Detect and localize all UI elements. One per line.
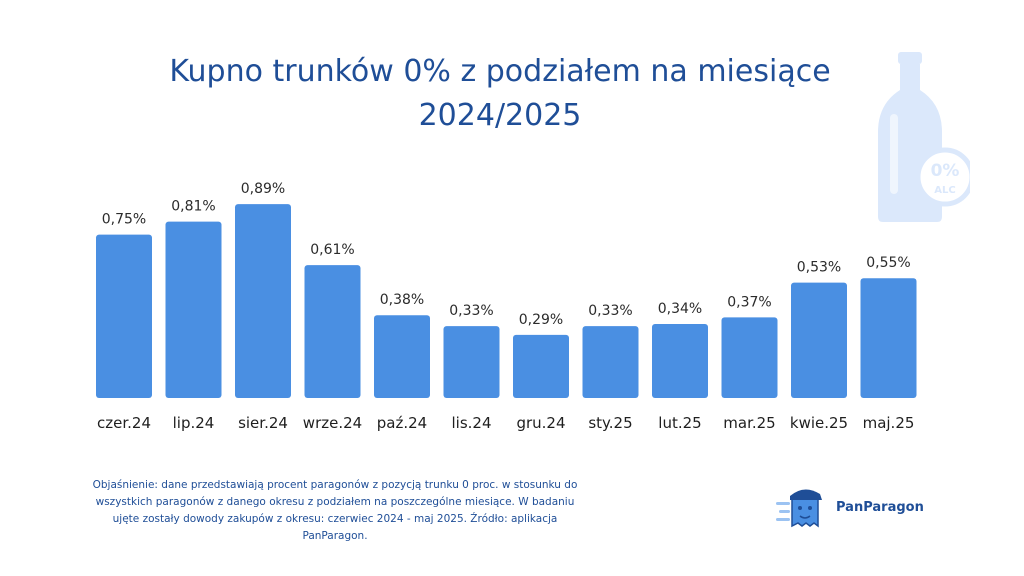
- value-label-gru.24: 0,29%: [519, 312, 563, 328]
- value-label-maj.25: 0,55%: [866, 255, 910, 271]
- value-label-sty.25: 0,33%: [588, 303, 632, 319]
- category-label-mar.25: mar.25: [723, 414, 775, 432]
- category-label-paź.24: paź.24: [377, 414, 427, 432]
- bar-sier.24: [235, 204, 291, 398]
- category-label-sty.25: sty.25: [588, 414, 632, 432]
- value-label-sier.24: 0,89%: [241, 181, 285, 197]
- category-label-lis.24: lis.24: [451, 414, 491, 432]
- bottle-badge-alc: ALC: [934, 185, 955, 196]
- bar-lis.24: [443, 326, 500, 398]
- category-label-gru.24: gru.24: [516, 414, 565, 432]
- value-label-lip.24: 0,81%: [171, 199, 215, 215]
- brand-name: PanParagon: [836, 500, 924, 515]
- category-label-maj.25: maj.25: [863, 414, 915, 432]
- category-label-lut.25: lut.25: [658, 414, 701, 432]
- value-label-wrze.24: 0,61%: [310, 242, 354, 258]
- bar-wrze.24: [304, 265, 361, 398]
- category-label-lip.24: lip.24: [173, 414, 215, 432]
- bar-lip.24: [165, 221, 222, 398]
- bar-kwie.25: [791, 282, 847, 398]
- chart-title: Kupno trunków 0% z podziałem na miesiące…: [0, 50, 1000, 138]
- value-label-czer.24: 0,75%: [102, 212, 146, 228]
- value-label-lut.25: 0,34%: [658, 301, 702, 317]
- footnote: Objaśnienie: dane przedstawiają procent …: [92, 479, 578, 542]
- value-label-mar.25: 0,37%: [727, 294, 771, 310]
- value-label-kwie.25: 0,53%: [797, 260, 841, 276]
- chart-title-line2: 2024/2025: [418, 98, 582, 133]
- panparagon-mascot-icon: [776, 489, 822, 528]
- bar-mar.25: [721, 317, 778, 398]
- bar-czer.24: [96, 234, 152, 398]
- category-label-czer.24: czer.24: [97, 414, 151, 432]
- bottle-icon: 0% ALC: [878, 52, 970, 222]
- bar-paź.24: [374, 315, 430, 398]
- value-label-lis.24: 0,33%: [449, 303, 493, 319]
- bar-maj.25: [860, 278, 917, 398]
- bottle-badge-percent: 0%: [931, 161, 960, 181]
- category-label-kwie.25: kwie.25: [790, 414, 848, 432]
- bar-gru.24: [513, 334, 569, 398]
- category-label-sier.24: sier.24: [238, 414, 288, 432]
- chart-title-line1: Kupno trunków 0% z podziałem na miesiące: [169, 54, 831, 89]
- category-label-wrze.24: wrze.24: [303, 414, 362, 432]
- value-label-paź.24: 0,38%: [380, 292, 424, 308]
- bar-sty.25: [582, 326, 639, 398]
- bar-lut.25: [652, 323, 708, 398]
